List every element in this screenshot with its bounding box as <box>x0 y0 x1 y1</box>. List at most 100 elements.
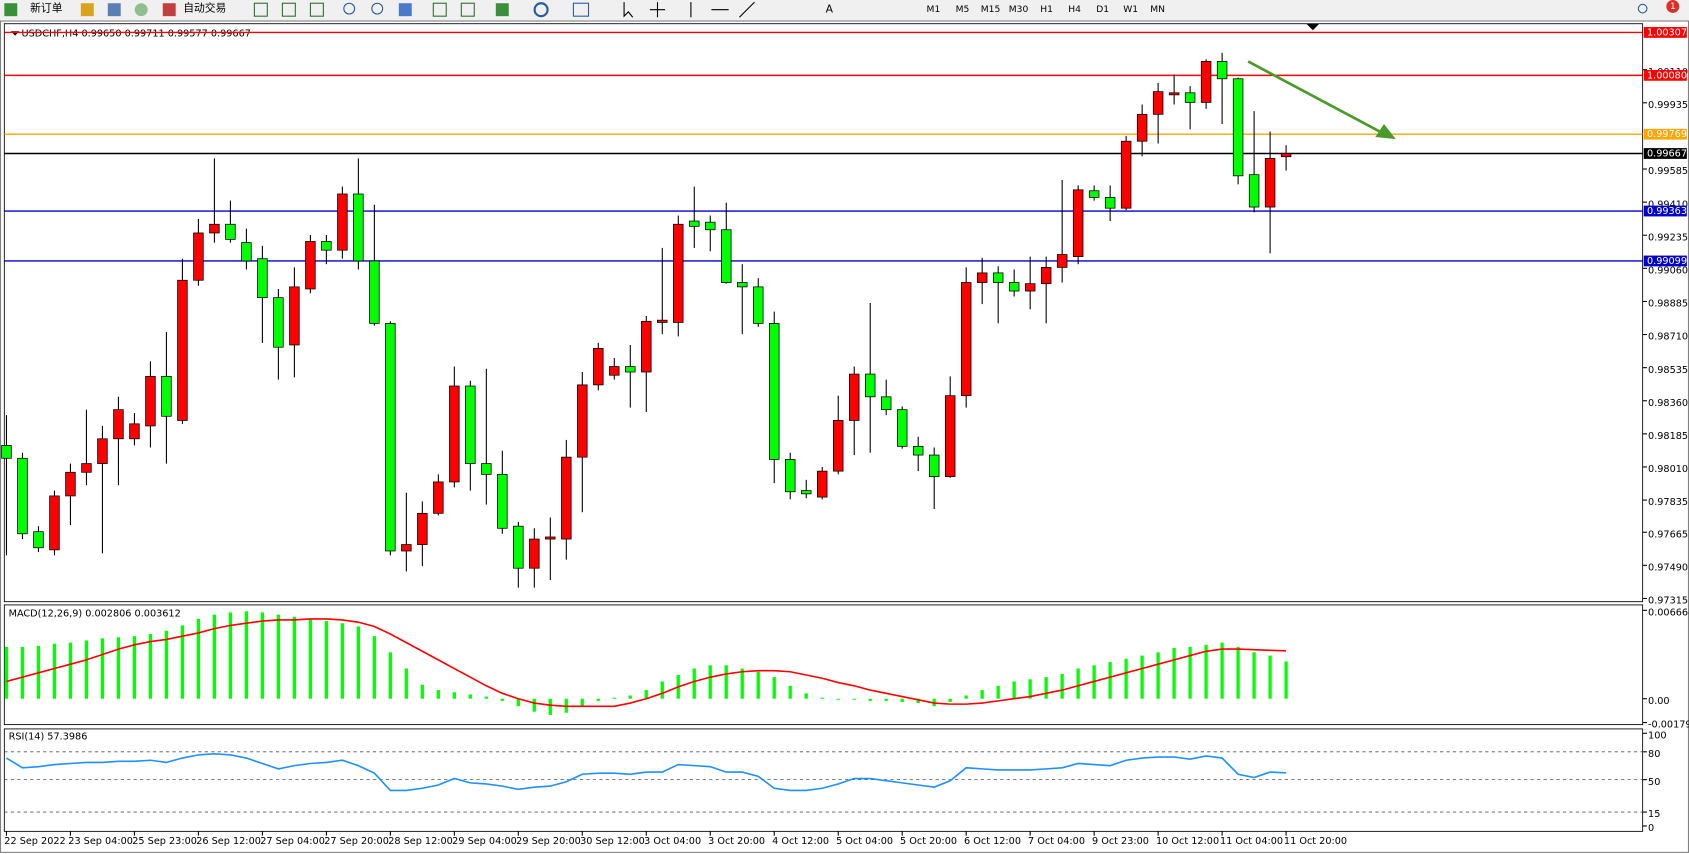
timeframe-button[interactable]: M1 <box>927 4 941 15</box>
candle-body <box>1280 153 1292 158</box>
candle-body <box>817 470 828 498</box>
y-tick-label: 0.98885 <box>1648 299 1688 310</box>
candle-body <box>1008 282 1020 292</box>
macd-bar <box>580 698 584 707</box>
level-tag-label: 1.00307 <box>1647 27 1687 38</box>
level-tag <box>1643 27 1687 38</box>
x-tick-label: 22 Sep 2022 <box>4 836 65 847</box>
macd-bar <box>276 614 281 699</box>
candle-body <box>944 395 956 478</box>
candle-body <box>209 223 220 234</box>
y-tick-label: 0 <box>1648 823 1654 834</box>
macd-bar <box>1044 677 1048 699</box>
zoom-in-icon[interactable] <box>343 2 356 15</box>
level-tag <box>1643 255 1687 267</box>
candle-body <box>785 459 796 493</box>
candle-body <box>1104 197 1116 209</box>
x-tick-label: 9 Oct 23:00 <box>1092 836 1149 847</box>
macd-bar <box>68 642 73 699</box>
new-order-icon[interactable] <box>4 3 18 17</box>
candle-body <box>705 221 716 231</box>
candle-body <box>1040 267 1052 285</box>
candle-body <box>577 384 588 458</box>
scroll-icon[interactable] <box>432 2 447 17</box>
cursor-icon[interactable] <box>623 2 634 18</box>
candle-body <box>337 193 348 251</box>
macd-bar <box>132 636 137 699</box>
timeframe-button[interactable]: M15 <box>981 4 1001 15</box>
search-icon[interactable] <box>1637 3 1648 14</box>
x-tick-label: 29 Sep 20:00 <box>516 836 581 847</box>
macd-bar <box>1236 646 1240 699</box>
candle-body <box>880 396 892 411</box>
y-tick-label: 0.98185 <box>1648 431 1688 442</box>
line-tools[interactable] <box>690 1 755 18</box>
templates-icon[interactable] <box>572 2 590 17</box>
macd-bar <box>836 698 840 700</box>
chart-frame <box>0 20 1689 853</box>
candle-body <box>1120 140 1132 209</box>
y-tick-label: 0.97490 <box>1648 563 1688 574</box>
signal-line <box>6 618 1287 708</box>
macd-bar <box>532 698 536 712</box>
candle-body <box>641 320 652 373</box>
chart-type-icons <box>253 2 324 17</box>
chart-header: USDCHF,H4 0.99650 0.99711 0.99577 0.9966… <box>22 28 251 39</box>
indicators-icon[interactable] <box>495 3 509 17</box>
macd-bar <box>340 623 344 699</box>
timeframe-button[interactable]: H1 <box>1040 4 1053 15</box>
x-tick-label: 5 Oct 20:00 <box>900 836 957 847</box>
macd-bar <box>1220 642 1224 699</box>
toolbar-icon[interactable] <box>80 3 94 17</box>
timeframe-button[interactable]: M5 <box>956 4 970 15</box>
line-chart-icon[interactable] <box>309 2 324 17</box>
new-order-button[interactable]: 新订单 <box>30 2 63 15</box>
candle-chart-icon[interactable] <box>281 2 296 17</box>
candle-body <box>433 481 444 514</box>
periods-icon[interactable] <box>533 2 549 18</box>
macd-bar <box>996 685 1000 699</box>
timeframe-button[interactable]: W1 <box>1123 4 1138 15</box>
text-tool[interactable]: A <box>826 3 834 16</box>
macd-bar <box>964 695 968 699</box>
toolbar-icon[interactable] <box>107 3 121 17</box>
zoom-out-icon[interactable] <box>371 2 384 15</box>
timeframe-button[interactable]: H4 <box>1068 4 1081 15</box>
macd-bar <box>420 684 424 699</box>
shift-icon[interactable] <box>460 2 475 17</box>
x-tick-label: 26 Sep 12:00 <box>196 836 261 847</box>
y-tick-label: -0.001798 <box>1648 720 1689 731</box>
y-tick-label: 0.97315 <box>1648 596 1688 607</box>
notification-badge[interactable] <box>1666 0 1680 13</box>
x-tick-label: 3 Oct 20:00 <box>708 836 765 847</box>
candle-body <box>305 241 316 290</box>
macd-bar <box>1124 658 1128 699</box>
rsi-panel <box>3 728 1644 832</box>
x-tick-label: 3 Oct 04:00 <box>644 836 701 847</box>
level-tag-label: 0.99099 <box>1647 256 1687 267</box>
candle-body <box>992 272 1004 283</box>
candle-body <box>481 463 492 475</box>
candle-body <box>721 229 732 283</box>
y-tick-label: 15 <box>1648 809 1660 820</box>
timeframe-button[interactable]: MN <box>1150 4 1165 15</box>
toolbar-icon[interactable] <box>134 3 148 17</box>
y-tick-label: 0.99060 <box>1648 265 1688 276</box>
rsi-label: RSI(14) 57.3986 <box>9 731 88 742</box>
macd-bar <box>756 671 760 699</box>
macd-bar <box>1284 661 1288 699</box>
macd-bar <box>484 696 488 699</box>
auto-trading-button[interactable]: 自动交易 <box>183 2 226 15</box>
timeframe-button[interactable]: M30 <box>1009 4 1029 15</box>
candle-body <box>129 423 140 440</box>
auto-trading-icon[interactable] <box>162 3 176 17</box>
notification-count: 1 <box>1670 2 1675 12</box>
candle-body <box>896 409 908 447</box>
tile-icon[interactable] <box>398 3 412 17</box>
crosshair-icon[interactable] <box>649 2 666 18</box>
y-tick-label: 0.99410 <box>1648 199 1688 210</box>
y-tick-label: 0.98010 <box>1648 464 1688 475</box>
timeframe-button[interactable]: D1 <box>1096 4 1109 15</box>
bar-chart-icon[interactable] <box>253 2 268 17</box>
macd-bar <box>1204 644 1208 699</box>
